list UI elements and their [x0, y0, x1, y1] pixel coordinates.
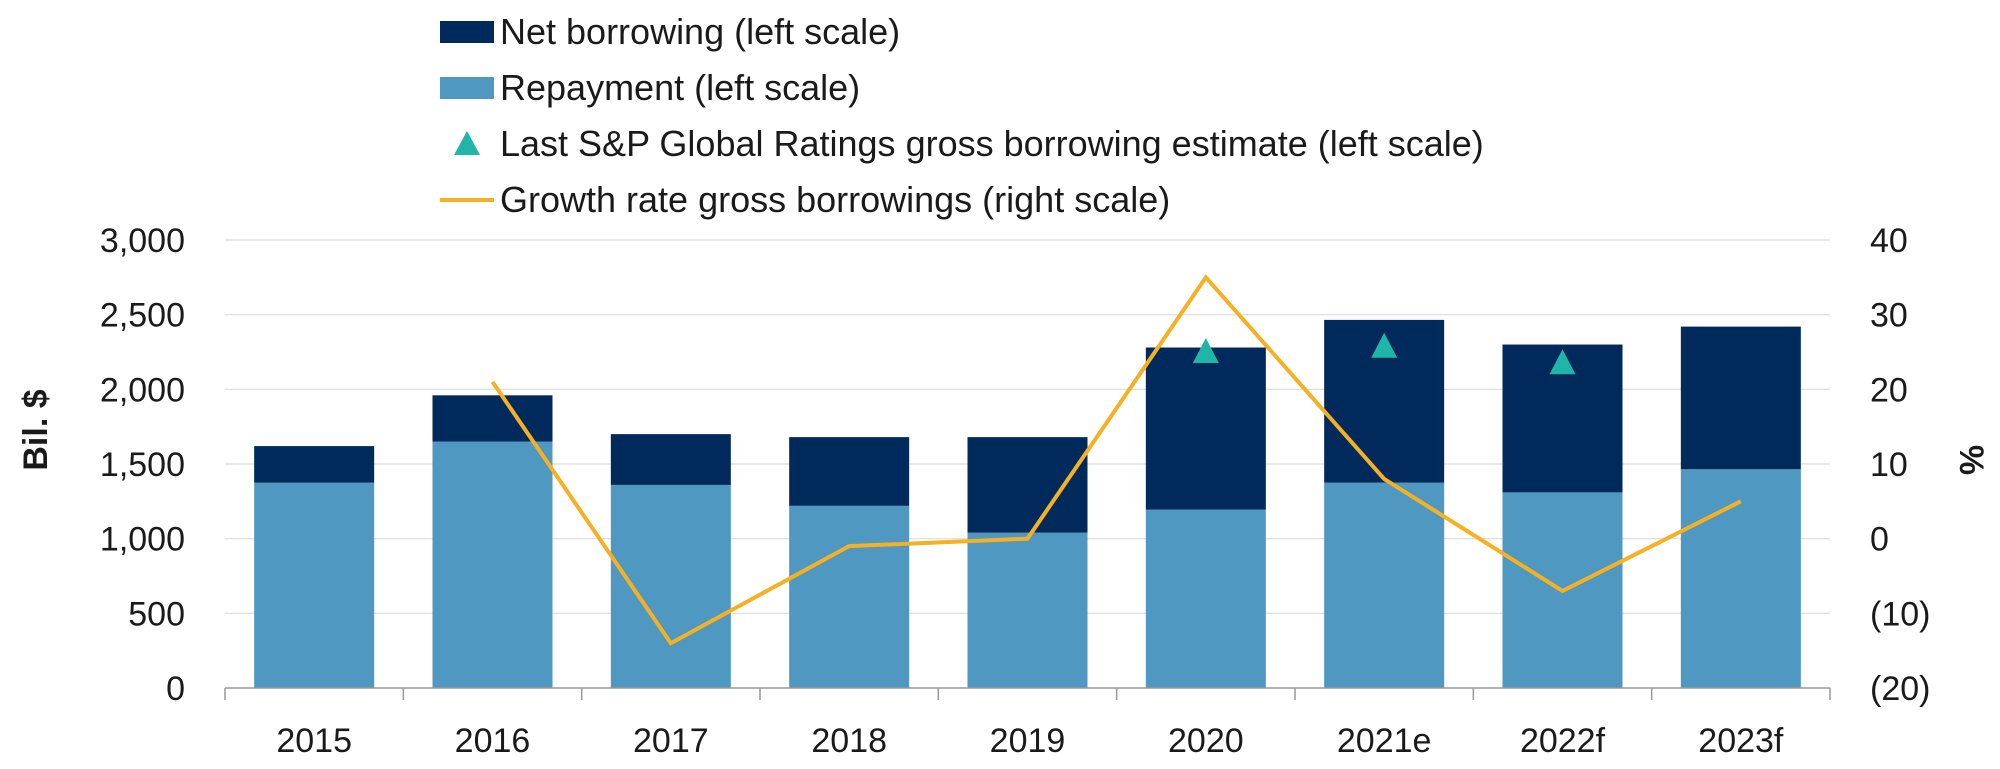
right-tick-label: 0 [1870, 521, 1889, 559]
estimate-marker [1192, 338, 1219, 363]
bar-segment [1680, 469, 1801, 688]
legend-swatch [454, 131, 480, 155]
bar-segment [254, 446, 375, 483]
right-tick-label: (10) [1870, 595, 1930, 633]
bar-segment [1680, 326, 1801, 470]
x-tick-label: 2015 [276, 722, 352, 760]
bar-segment [432, 441, 553, 688]
legend-swatch [440, 77, 494, 99]
legend-label: Growth rate gross borrowings (right scal… [500, 179, 1170, 220]
left-tick-label: 1,500 [100, 446, 185, 484]
right-tick-label: 10 [1870, 446, 1908, 484]
growth-line-layer [490, 274, 1742, 646]
bar-segment [432, 395, 553, 442]
left-tick-label: 3,000 [100, 222, 185, 260]
right-tick-label: (20) [1870, 670, 1930, 708]
growth-rate-line [490, 274, 1742, 646]
x-tick-label: 2021e [1337, 722, 1432, 760]
legend-label: Repayment (left scale) [500, 67, 860, 108]
right-tick-label: 40 [1870, 222, 1908, 260]
x-tick-label: 2023f [1698, 722, 1784, 760]
bar-segment [254, 482, 375, 688]
left-tick-label: 2,000 [100, 371, 185, 409]
axes: 0 (20) 500 (10) 1,000 0 1,500 10 2,000 20 2,500 30 3… [100, 222, 1931, 760]
bar-segment [1324, 482, 1445, 688]
estimate-marker [1549, 349, 1576, 375]
x-tick-label: 2017 [633, 722, 709, 760]
right-tick-label: 30 [1870, 297, 1908, 335]
legend: Net borrowing (left scale) Repayment (lef… [440, 11, 1484, 220]
bars [254, 319, 1801, 688]
bar-segment [789, 437, 910, 506]
right-axis-title: % [1952, 445, 1990, 475]
estimate-markers [1192, 332, 1576, 375]
legend-swatch [440, 21, 494, 43]
bar-segment [1145, 347, 1266, 510]
left-tick-label: 1,000 [100, 521, 185, 559]
bar-segment [610, 434, 731, 485]
bar-segment [789, 505, 910, 688]
legend-label: Net borrowing (left scale) [500, 11, 900, 52]
legend-label: Last S&P Global Ratings gross borrowing … [500, 123, 1484, 164]
x-tick-label: 2019 [990, 722, 1066, 760]
left-tick-label: 500 [128, 595, 185, 633]
left-axis-title: Bil. $ [17, 389, 55, 470]
bar-segment [610, 484, 731, 688]
bar-segment [967, 437, 1088, 533]
x-tick-label: 2018 [811, 722, 887, 760]
left-tick-label: 2,500 [100, 297, 185, 335]
bar-segment [1145, 509, 1266, 688]
estimate-marker [1371, 332, 1398, 358]
x-tick-label: 2022f [1520, 722, 1606, 760]
right-tick-label: 20 [1870, 371, 1908, 409]
bar-segment [967, 532, 1088, 688]
left-tick-label: 0 [166, 670, 185, 708]
x-tick-label: 2020 [1168, 722, 1244, 760]
x-tick-label: 2016 [455, 722, 531, 760]
